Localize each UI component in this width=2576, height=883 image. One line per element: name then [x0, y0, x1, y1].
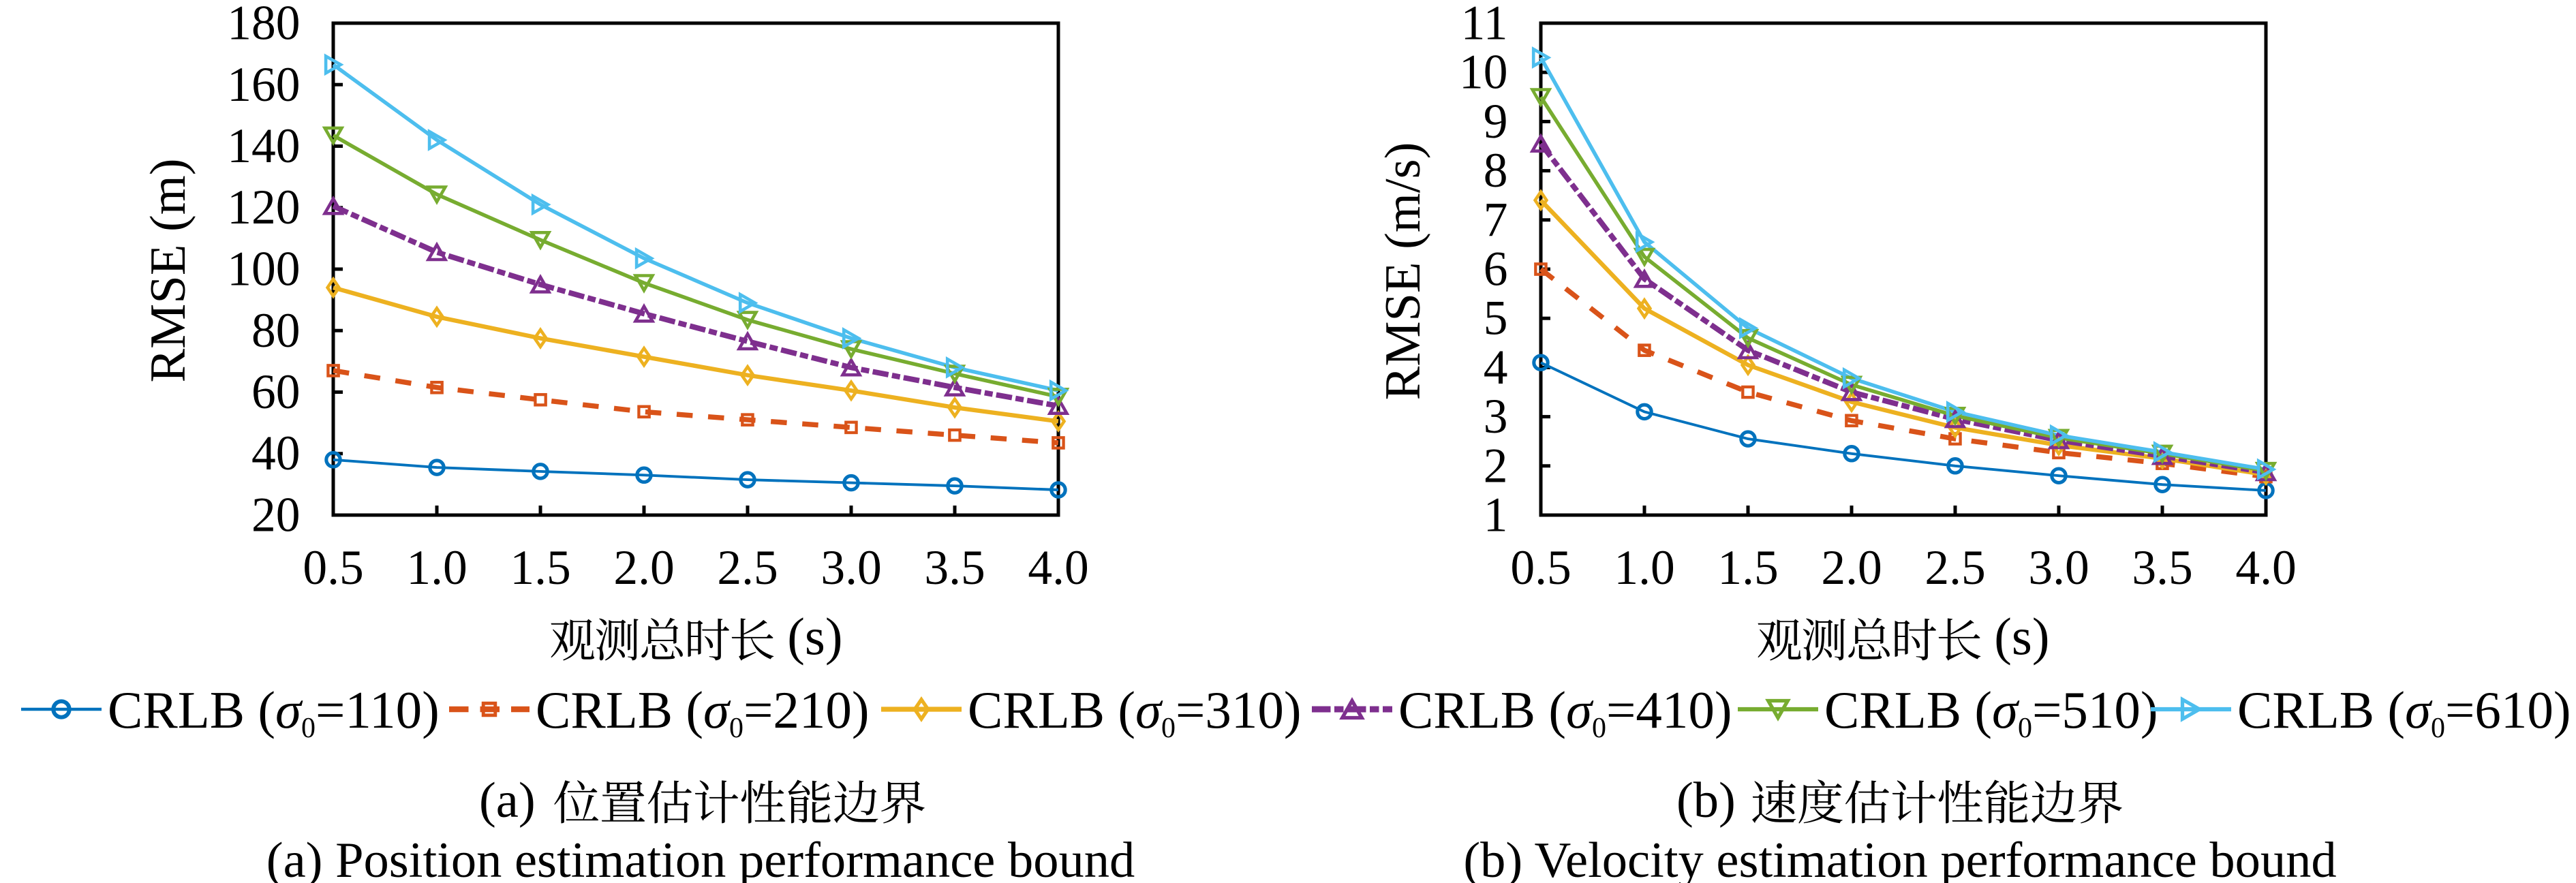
svg-text:CRLB (σ0=210): CRLB (σ0=210)	[536, 681, 870, 744]
svg-text:CRLB (σ0=510): CRLB (σ0=510)	[1824, 681, 2158, 744]
svg-text:2.0: 2.0	[1821, 541, 1882, 595]
svg-text:20: 20	[251, 489, 301, 542]
svg-text:1: 1	[1484, 489, 1508, 542]
svg-text:CRLB (σ0=410): CRLB (σ0=410)	[1398, 681, 1732, 744]
svg-text:0.5: 0.5	[303, 541, 363, 595]
svg-text:6: 6	[1484, 243, 1508, 296]
svg-text:3: 3	[1484, 390, 1508, 444]
svg-text:11: 11	[1461, 0, 1508, 50]
svg-text:CRLB (σ0=110): CRLB (σ0=110)	[108, 681, 440, 744]
svg-text:1.0: 1.0	[406, 541, 467, 595]
svg-text:3.0: 3.0	[821, 541, 881, 595]
svg-text:2.5: 2.5	[1925, 541, 1985, 595]
svg-text:3.0: 3.0	[2028, 541, 2089, 595]
svg-text:120: 120	[227, 181, 300, 234]
svg-text:60: 60	[251, 365, 301, 419]
svg-text:RMSE (m/s): RMSE (m/s)	[1375, 142, 1431, 401]
svg-text:2.5: 2.5	[717, 541, 778, 595]
svg-text:100: 100	[227, 243, 300, 296]
svg-text:0.5: 0.5	[1510, 541, 1571, 595]
svg-text:9: 9	[1484, 95, 1508, 149]
svg-text:3.5: 3.5	[2132, 541, 2192, 595]
svg-text:2.0: 2.0	[613, 541, 674, 595]
svg-text:4.0: 4.0	[2235, 541, 2296, 595]
svg-text:3.5: 3.5	[924, 541, 985, 595]
svg-text:(a) Position estimation perfor: (a) Position estimation performance boun…	[266, 833, 1135, 883]
svg-text:(s): (s)	[774, 607, 843, 666]
svg-text:RMSE (m): RMSE (m)	[140, 158, 196, 382]
svg-text:140: 140	[227, 119, 300, 173]
svg-text:2: 2	[1484, 439, 1508, 493]
svg-text:(a): (a)	[479, 773, 536, 828]
svg-text:5: 5	[1484, 292, 1508, 345]
svg-text:8: 8	[1484, 144, 1508, 198]
svg-text:4: 4	[1484, 341, 1508, 394]
svg-text:80: 80	[251, 304, 301, 358]
svg-text:40: 40	[251, 427, 301, 480]
svg-text:180: 180	[227, 0, 300, 50]
svg-text:(b) Velocity estimation perfor: (b) Velocity estimation performance boun…	[1463, 833, 2336, 883]
svg-text:160: 160	[227, 58, 300, 112]
svg-text:1.0: 1.0	[1614, 541, 1674, 595]
svg-text:1.5: 1.5	[510, 541, 570, 595]
svg-text:(s): (s)	[1981, 607, 2050, 666]
svg-text:7: 7	[1484, 193, 1508, 247]
svg-text:(b): (b)	[1676, 773, 1736, 828]
svg-text:10: 10	[1459, 46, 1508, 99]
svg-text:1.5: 1.5	[1717, 541, 1778, 595]
svg-text:CRLB (σ0=310): CRLB (σ0=310)	[968, 681, 1302, 744]
svg-text:4.0: 4.0	[1028, 541, 1088, 595]
svg-text:CRLB (σ0=610): CRLB (σ0=610)	[2237, 681, 2571, 744]
